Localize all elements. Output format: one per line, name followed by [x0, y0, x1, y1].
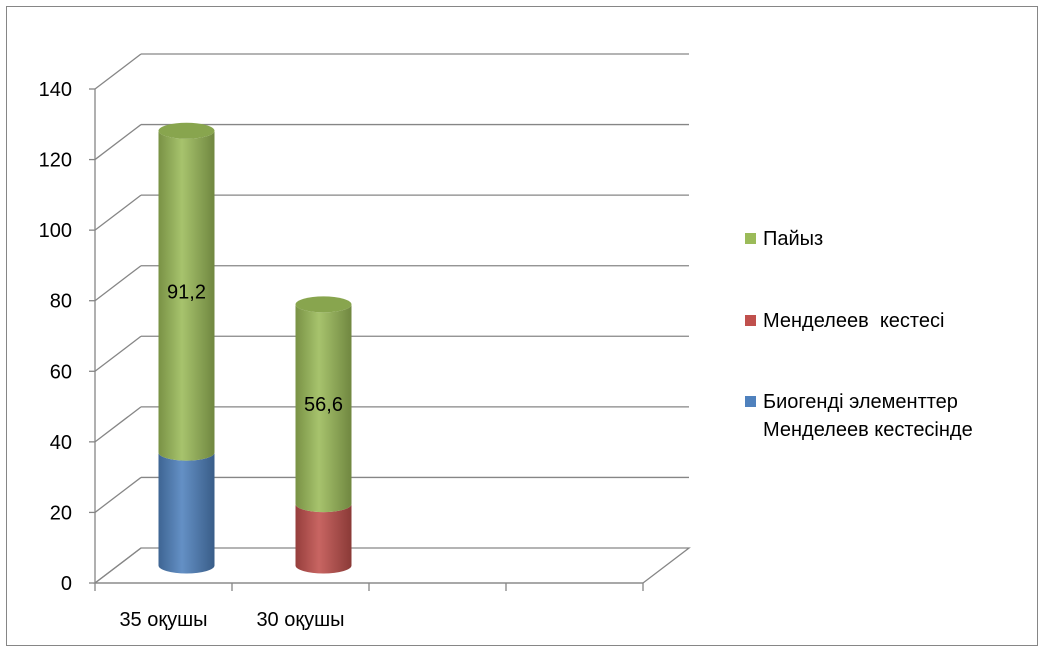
y-tick-label-3: 60 [50, 361, 72, 383]
x-tick-label-0: 35 оқушы [119, 609, 207, 631]
legend-label-pajyz: Пайыз [763, 228, 824, 250]
y-tick-label-5: 100 [39, 220, 72, 242]
y-tick-label-6: 120 [39, 150, 72, 172]
y-tick-label-2: 40 [50, 432, 72, 454]
legend-swatch-pajyz [745, 233, 756, 244]
y-tick-label-4: 80 [50, 291, 72, 313]
bar-1-series-2 [295, 304, 352, 513]
gridline-diagonal-7 [94, 53, 142, 90]
legend-swatch-biogendi [745, 396, 756, 407]
bar-top-1 [295, 296, 352, 313]
legend-label-biogendi: Биогенді элементтер Менделеев кестесінде [763, 388, 973, 444]
gridline-diagonal-3 [94, 335, 142, 372]
gridline-diagonal-6 [94, 124, 142, 161]
legend-item-pajyz: Пайыз [745, 225, 823, 253]
bar-1-series-1 [295, 504, 352, 574]
data-label-0: 91,2 [167, 282, 206, 304]
legend-item-biogendi: Биогенді элементтер Менделеев кестесінде [745, 388, 973, 444]
bar-0-series-2 [158, 130, 215, 461]
bar-top-0 [158, 122, 215, 139]
y-tick-label-0: 0 [61, 573, 72, 595]
gridline-diagonal-5 [94, 194, 142, 231]
gridline-diagonal-4 [94, 265, 142, 302]
y-tick-label-7: 140 [39, 79, 72, 101]
legend-label-biogendi-line2: Менделеев кестесінде [763, 419, 973, 441]
bar-0-series-0 [158, 452, 215, 574]
gridline-diagonal-1 [94, 476, 142, 513]
data-label-1: 56,6 [304, 394, 343, 416]
gridline-diagonal-2 [94, 406, 142, 443]
x-tick-label-1: 30 оқушы [256, 609, 344, 631]
legend-swatch-mendeleev-kestesi [745, 315, 756, 326]
y-tick-label-1: 20 [50, 502, 72, 524]
legend-label-biogendi-line1: Биогенді элементтер [763, 391, 958, 413]
legend-label-mendeleev-kestesi: Менделеев кестесі [763, 310, 945, 332]
legend-item-mendeleev-kestesi: Менделеев кестесі [745, 307, 944, 335]
